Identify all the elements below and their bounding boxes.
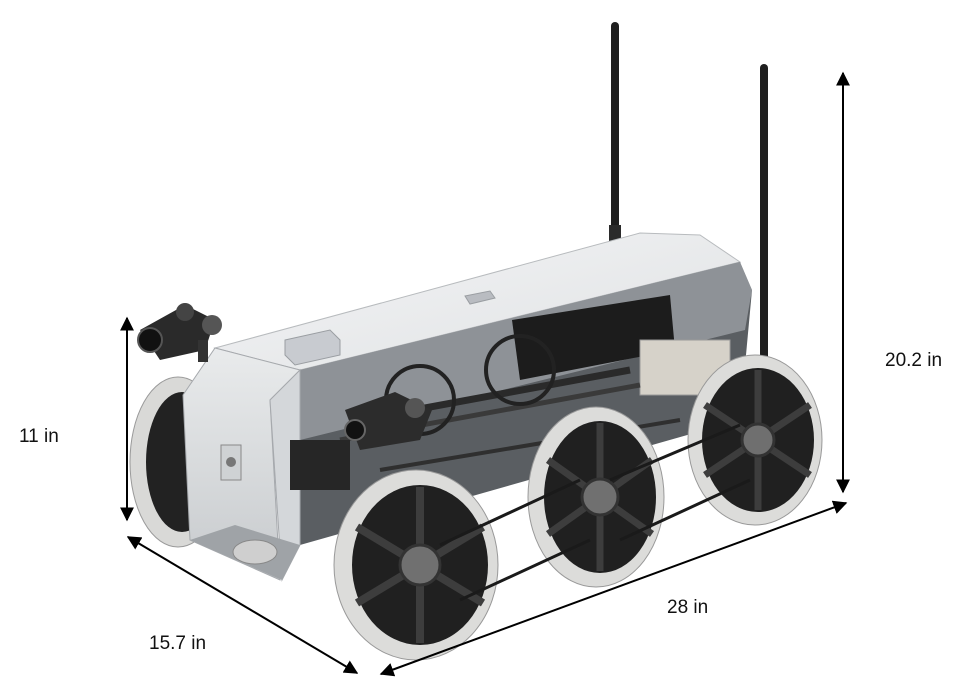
antenna-left xyxy=(609,22,621,243)
width-label: 15.7 in xyxy=(149,633,207,654)
width-arrow xyxy=(126,536,359,674)
antenna-right xyxy=(760,64,768,364)
wheel-back xyxy=(687,354,823,526)
overall-height-label: 20.2 in xyxy=(885,350,943,371)
length-arrow xyxy=(379,500,848,677)
length-label: 28 in xyxy=(667,597,709,618)
wheel-front xyxy=(333,469,499,661)
side-camera xyxy=(344,392,432,450)
body-height-label: 11 in xyxy=(19,426,59,447)
camera xyxy=(137,303,222,362)
